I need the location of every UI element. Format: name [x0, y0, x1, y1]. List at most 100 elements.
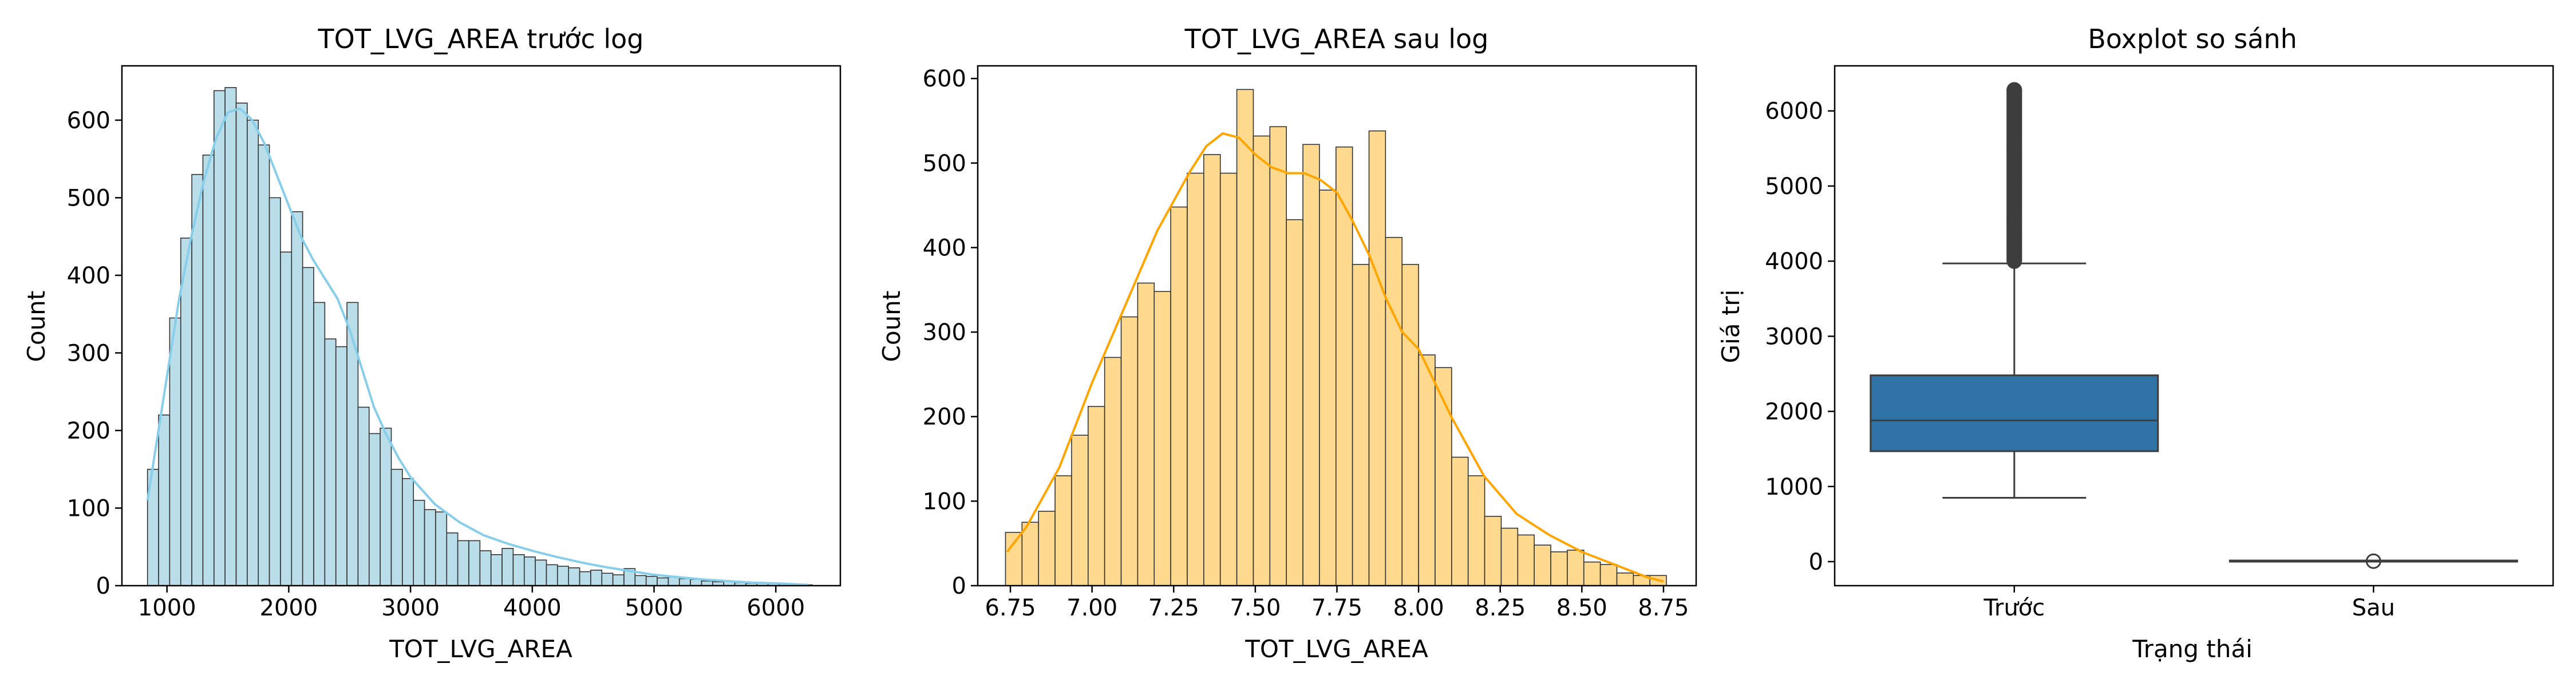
histogram-after-log-panel: TOT_LVG_AREA sau log 6.75 7.00 7.25 7.50 7.7… — [878, 23, 1697, 663]
x-tick-label: 8.50 — [1556, 595, 1607, 621]
histogram-bar — [1120, 316, 1139, 586]
histogram-bar — [224, 87, 237, 586]
histogram-bar — [291, 211, 303, 586]
histogram-bar — [1599, 564, 1618, 586]
histogram-bar — [535, 559, 547, 586]
x-tick-label: 3000 — [381, 595, 440, 621]
x-tick-label: 6.75 — [985, 595, 1036, 621]
x-axis-label: TOT_LVG_AREA — [389, 635, 572, 663]
y-tick-label: 400 — [67, 263, 110, 289]
histogram-bar — [235, 102, 248, 586]
plot-frame — [1834, 65, 2554, 587]
histogram-bar — [1071, 435, 1089, 586]
histogram-bar — [1302, 144, 1320, 586]
kde-line — [146, 107, 809, 586]
y-tick-label: 0 — [952, 573, 966, 599]
x-axis: 1000 2000 3000 4000 5000 6000 — [138, 586, 805, 621]
histogram-bar — [247, 120, 259, 586]
x-axis: 6.75 7.00 7.25 7.50 7.75 8.00 8.25 8.50 8.75 — [985, 586, 1689, 621]
chart-title: Boxplot so sánh — [2088, 23, 2297, 54]
x-tick-label: 1000 — [138, 595, 196, 621]
y-tick-label: 3000 — [1765, 323, 1823, 350]
histogram-bar — [1153, 291, 1171, 586]
y-tick-label: 200 — [923, 404, 966, 431]
histogram-bar — [1269, 126, 1287, 586]
histogram-bar — [468, 540, 481, 586]
histogram-bar — [678, 578, 691, 586]
histogram-bar — [557, 566, 570, 586]
histogram-bar — [214, 90, 226, 586]
x-tick-label: 7.75 — [1311, 595, 1362, 621]
histogram-bar — [1352, 264, 1370, 586]
histogram-bar — [369, 433, 381, 586]
y-tick-label: 500 — [67, 185, 110, 211]
histogram-bar — [1286, 219, 1303, 586]
histogram-bar — [457, 540, 469, 586]
histogram-bar — [601, 572, 614, 586]
y-tick-label: 600 — [67, 108, 110, 134]
histogram-bar — [645, 575, 658, 586]
kde-line — [1006, 132, 1664, 583]
histogram-bar — [1104, 357, 1122, 586]
x-tick-label: Trước — [1983, 595, 2045, 621]
x-tick-label: 7.25 — [1148, 595, 1199, 621]
plot-frame — [121, 65, 841, 587]
histogram-bar — [612, 574, 625, 586]
x-tick-label: 5000 — [625, 595, 683, 621]
histogram-bar — [324, 338, 337, 586]
chart-title: TOT_LVG_AREA sau log — [1184, 23, 1489, 54]
histogram-bar — [1500, 527, 1519, 586]
y-tick-label: 100 — [923, 488, 966, 515]
histogram-bar — [1418, 354, 1436, 586]
histogram-bar — [169, 317, 181, 586]
histogram-bar — [1335, 146, 1353, 586]
histogram-bar — [1567, 550, 1585, 586]
y-tick-label: 300 — [923, 319, 966, 346]
histogram-bar — [1451, 456, 1469, 586]
histogram-bar — [424, 509, 436, 586]
boxplot-panel: Boxplot so sánh Trước Sau 0 1000 2000 3000 40… — [1717, 23, 2554, 663]
box — [1870, 374, 2159, 452]
histogram-bar — [479, 550, 492, 586]
histogram-bar — [1054, 475, 1072, 586]
histogram-bar — [335, 346, 347, 586]
x-axis-label: Trạng thái — [2132, 635, 2253, 663]
y-tick-label: 5000 — [1765, 173, 1823, 200]
x-tick-label: 4000 — [503, 595, 562, 621]
histogram-bar — [1170, 206, 1188, 586]
y-tick-label: 300 — [67, 340, 110, 366]
y-tick-label: 200 — [67, 418, 110, 444]
histogram-bar — [690, 579, 702, 586]
histogram-bar — [1021, 522, 1040, 586]
histogram-bar — [1534, 544, 1551, 586]
outlier-point — [2006, 82, 2022, 98]
y-axis: 0 1000 2000 3000 4000 5000 6000 — [1765, 98, 1835, 575]
x-tick-label: 8.75 — [1638, 595, 1689, 621]
histogram-bar — [657, 577, 669, 586]
x-tick-label: 6000 — [746, 595, 805, 621]
histogram-bar — [180, 238, 192, 586]
boxes-layer — [1870, 82, 2518, 569]
y-axis: 0 100 200 300 400 500 600 — [67, 108, 122, 599]
histogram-bar — [1038, 511, 1056, 586]
histogram-bar — [268, 197, 281, 586]
histogram-bar — [1484, 516, 1502, 586]
histogram-bar — [1616, 572, 1634, 586]
histogram-bar — [1005, 532, 1023, 586]
histogram-bar — [512, 554, 525, 586]
histogram-bar — [346, 302, 359, 586]
histogram-bar — [258, 144, 270, 586]
histogram-bar — [1319, 189, 1337, 586]
histogram-bar — [1088, 406, 1105, 586]
histogram-bar — [357, 406, 370, 586]
y-tick-label: 6000 — [1765, 98, 1823, 125]
y-tick-label: 4000 — [1765, 248, 1823, 275]
histogram-bar — [1401, 264, 1419, 586]
y-tick-label: 600 — [923, 66, 966, 92]
histogram-bar — [1219, 172, 1238, 586]
histogram-bar — [1435, 367, 1452, 586]
histogram-bar — [579, 571, 591, 586]
y-tick-label: 500 — [923, 151, 966, 177]
histogram-before-log-panel: TOT_LVG_AREA trước log 1000 2000 3000 4000 5… — [22, 23, 841, 663]
